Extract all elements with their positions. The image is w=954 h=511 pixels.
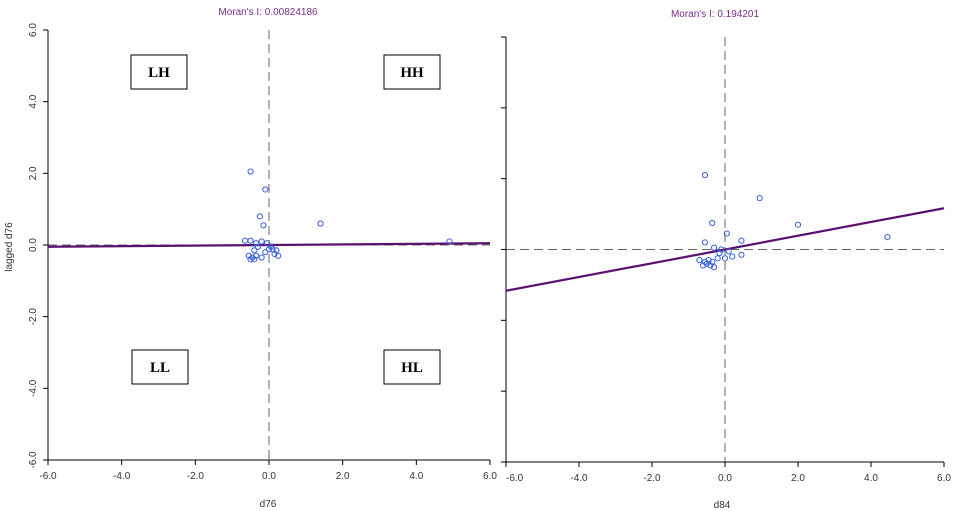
right-data-point — [696, 257, 703, 264]
right-data-point — [710, 264, 718, 271]
right-x-tick-label: -6.0 — [506, 473, 524, 484]
left-data-point — [264, 240, 271, 247]
left-moran-scatterplot: Moran's I: 0.00824186 d76 lagged d76 LH … — [4, 7, 497, 510]
quadrant-label-ll-box: LL — [131, 349, 189, 385]
left-y-axis-label: lagged d76 — [4, 222, 15, 272]
left-data-point — [317, 220, 324, 227]
quadrant-hh-box — [383, 54, 441, 90]
right-x-tick-label: 6.0 — [937, 473, 951, 484]
right-data-point — [723, 230, 730, 237]
left-chart-title: Moran's I: 0.00824186 — [218, 7, 318, 18]
left-data-point — [247, 237, 254, 244]
quadrant-ll-box — [131, 349, 189, 385]
right-data-point — [703, 260, 710, 267]
quadrant-label-lh-box: LH — [130, 54, 188, 90]
left-data-point — [271, 250, 278, 258]
right-data-point — [714, 255, 721, 262]
quadrant-label-hl-box: HL — [383, 349, 441, 385]
left-x-tick-label: -4.0 — [113, 471, 131, 482]
right-data-point — [701, 258, 709, 265]
left-data-point — [253, 240, 260, 247]
left-data-point — [251, 247, 258, 254]
right-x-axis-label: d84 — [714, 500, 731, 511]
left-y-tick-label: -2.0 — [28, 308, 39, 326]
right-moran-scatterplot: Moran's I: 0.194201 d84 -6.0 -4.0 -2.0 0.0 2… — [501, 9, 951, 511]
left-data-point — [446, 238, 453, 245]
left-data-point — [245, 252, 252, 259]
right-data-point — [729, 253, 736, 260]
right-data-point — [709, 219, 716, 227]
right-data-point — [709, 258, 716, 265]
quadrant-hl-box — [383, 349, 441, 385]
left-data-point — [258, 238, 265, 245]
left-data-point — [251, 256, 258, 263]
left-y-tick-label: -6.0 — [28, 451, 39, 469]
left-data-point — [247, 256, 254, 263]
quadrant-lh-box — [130, 54, 188, 90]
left-x-tick-label: 2.0 — [336, 471, 350, 482]
right-data-point — [884, 234, 891, 241]
left-x-tick-label: 6.0 — [483, 471, 497, 482]
left-y-tick-label: 0.0 — [28, 238, 39, 252]
right-chart-title: Moran's I: 0.194201 — [671, 9, 760, 20]
left-x-tick-label: 4.0 — [409, 471, 423, 482]
quadrant-hl-label: HL — [401, 360, 423, 376]
right-data-point — [756, 195, 763, 202]
left-x-tick-label: -2.0 — [187, 471, 205, 482]
left-data-point — [273, 247, 280, 254]
left-data-point — [249, 254, 256, 261]
right-x-tick-label: 2.0 — [791, 473, 805, 484]
left-data-point — [260, 222, 267, 229]
right-x-tick-label: 4.0 — [864, 473, 878, 484]
right-data-point — [701, 239, 709, 246]
left-data-point — [275, 252, 282, 259]
left-x-tick-label: 0.0 — [262, 471, 276, 482]
right-data-point — [716, 249, 723, 257]
right-data-point — [707, 262, 714, 269]
right-data-point — [725, 248, 732, 255]
left-x-tick-label: -6.0 — [39, 471, 57, 482]
left-data-point — [253, 252, 260, 259]
quadrant-label-hh-box: HH — [383, 54, 441, 90]
right-regression-line — [505, 207, 945, 292]
right-data-point — [738, 237, 745, 244]
left-data-point — [241, 237, 249, 244]
left-data-point — [247, 168, 254, 175]
left-y-tick-label: 6.0 — [28, 23, 39, 37]
left-data-point — [265, 246, 273, 253]
right-data-point — [718, 246, 725, 253]
right-data-point — [705, 257, 712, 264]
right-data-point — [700, 262, 707, 269]
left-x-axis-label: d76 — [260, 499, 277, 510]
left-y-tick-label: -4.0 — [28, 379, 39, 397]
left-data-point — [258, 254, 265, 261]
left-y-tick-label: 4.0 — [28, 94, 39, 108]
right-data-point — [710, 244, 718, 251]
left-data-point — [262, 186, 269, 193]
right-data-point — [721, 255, 729, 262]
right-x-tick-label: 0.0 — [718, 473, 732, 484]
quadrant-hh-label: HH — [400, 65, 424, 81]
right-x-tick-label: -2.0 — [643, 473, 661, 484]
left-y-tick-label: 2.0 — [28, 166, 39, 180]
right-x-tick-label: -4.0 — [570, 473, 588, 484]
quadrant-lh-label: LH — [148, 65, 170, 81]
right-data-point — [701, 172, 709, 179]
right-data-point — [738, 251, 745, 258]
right-data-point — [794, 221, 802, 228]
left-data-point — [256, 213, 263, 220]
quadrant-ll-label: LL — [150, 360, 170, 376]
left-data-point — [254, 243, 262, 250]
